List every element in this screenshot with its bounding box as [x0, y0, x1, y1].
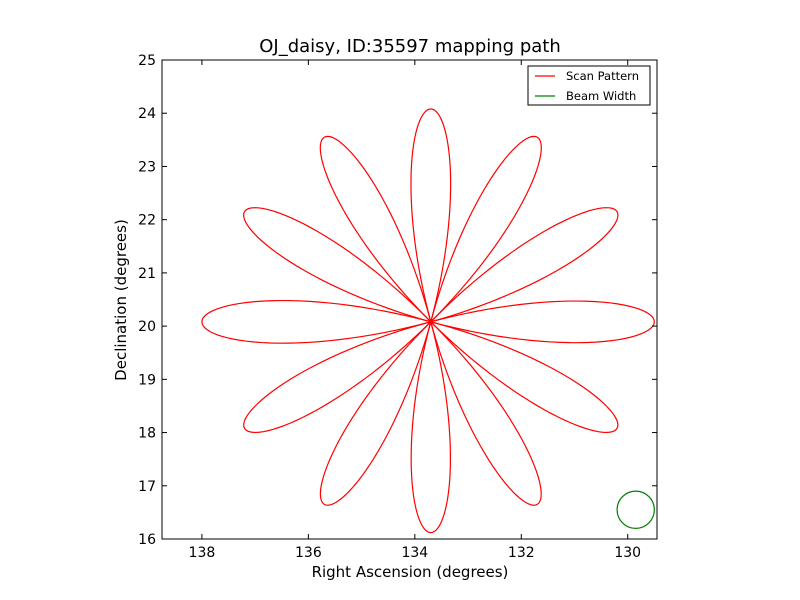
x-tick-label: 136 [295, 545, 322, 561]
plot-area: 138 136 134 132 130 16 17 18 19 20 21 22 23 24 25 [138, 53, 658, 561]
legend-label-scan-pattern: Scan Pattern [566, 69, 639, 83]
scan-pattern-petal [243, 207, 432, 323]
legend-label-beam-width: Beam Width [566, 89, 636, 103]
scan-pattern-petal [430, 207, 619, 323]
scan-pattern-petal [201, 299, 431, 344]
plot-frame [161, 59, 658, 540]
scan-pattern-petal [319, 135, 432, 323]
scan-pattern-petal [243, 321, 432, 434]
x-tick-label: 132 [508, 545, 535, 561]
y-tick-label: 24 [138, 106, 156, 122]
y-tick-label: 25 [138, 53, 156, 69]
scan-pattern-petal [430, 135, 542, 323]
scan-pattern-petal [430, 300, 655, 344]
scan-pattern-petal [410, 321, 452, 534]
y-tick-label: 16 [138, 532, 156, 548]
legend-box [527, 65, 651, 106]
x-tick-label: 134 [401, 545, 428, 561]
y-tick-label: 22 [138, 213, 156, 229]
y-tick-label: 23 [138, 159, 156, 175]
y-axis-title: Declination (degrees) [112, 219, 130, 381]
y-tick-label: 18 [138, 426, 156, 442]
ticks-layer: 138 136 134 132 130 16 17 18 19 20 21 22 23 24 25 [138, 53, 657, 561]
y-tick-label: 20 [138, 319, 156, 335]
data-layer [201, 108, 655, 534]
x-tick-label: 138 [189, 545, 216, 561]
y-tick-label: 19 [138, 372, 156, 388]
y-tick-label: 21 [138, 266, 156, 282]
legend: Scan Pattern Beam Width [527, 65, 651, 106]
scan-pattern-petal [319, 321, 432, 506]
scan-pattern-petal [430, 321, 542, 506]
x-tick-label: 130 [614, 545, 641, 561]
chart-title: OJ_daisy, ID:35597 mapping path [259, 36, 561, 57]
beam-width-circle [616, 490, 655, 529]
x-axis-title: Right Ascension (degrees) [312, 563, 509, 581]
y-tick-label: 17 [138, 479, 156, 495]
scan-pattern-petal [430, 321, 619, 434]
scan-pattern-petal [410, 108, 452, 323]
